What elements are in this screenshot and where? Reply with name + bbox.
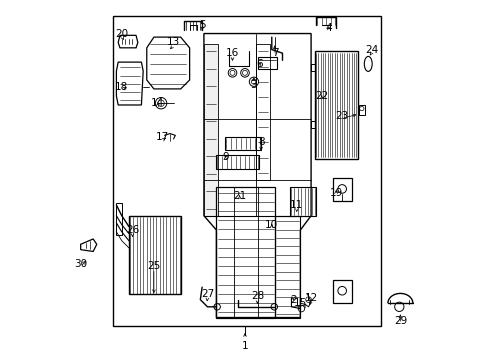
Text: 20: 20	[115, 28, 128, 39]
Text: 27: 27	[201, 289, 214, 299]
Text: 15: 15	[294, 298, 307, 308]
Text: 14: 14	[151, 98, 164, 108]
Text: 9: 9	[222, 152, 229, 162]
Text: 5: 5	[199, 19, 205, 30]
Text: 30: 30	[74, 259, 87, 269]
Bar	[113, 16, 381, 327]
Text: 13: 13	[167, 37, 180, 48]
Bar	[315, 51, 358, 158]
Text: 3: 3	[250, 80, 257, 90]
Text: 8: 8	[258, 138, 265, 148]
Text: 11: 11	[290, 200, 303, 210]
Bar	[333, 178, 352, 202]
Text: 24: 24	[365, 45, 378, 55]
Text: 25: 25	[147, 261, 161, 271]
Text: 21: 21	[233, 191, 246, 201]
Text: 1: 1	[242, 341, 248, 351]
Bar	[258, 57, 277, 69]
Text: 22: 22	[315, 91, 328, 101]
Polygon shape	[204, 44, 218, 216]
Text: 28: 28	[251, 291, 264, 301]
Text: 18: 18	[115, 82, 128, 92]
Bar	[129, 216, 181, 294]
Text: 26: 26	[126, 225, 139, 235]
Bar	[225, 137, 261, 150]
Text: 29: 29	[394, 316, 407, 326]
Bar	[333, 280, 352, 303]
Bar	[217, 155, 259, 169]
Text: 6: 6	[256, 59, 263, 69]
Text: 23: 23	[335, 111, 348, 121]
Text: 7: 7	[272, 48, 279, 58]
Text: 16: 16	[226, 48, 239, 58]
Bar	[290, 187, 317, 216]
Text: 12: 12	[304, 293, 318, 303]
Bar	[359, 105, 365, 115]
Text: 4: 4	[326, 23, 332, 33]
Text: 10: 10	[265, 220, 278, 230]
Text: 17: 17	[156, 132, 170, 142]
Text: 19: 19	[329, 188, 343, 198]
Text: 2: 2	[290, 295, 296, 305]
